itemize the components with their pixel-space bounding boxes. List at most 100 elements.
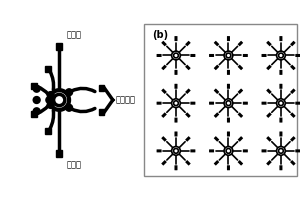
FancyBboxPatch shape	[279, 36, 282, 41]
FancyBboxPatch shape	[144, 24, 297, 176]
Polygon shape	[45, 66, 51, 72]
FancyBboxPatch shape	[290, 41, 295, 46]
Circle shape	[278, 148, 283, 153]
FancyBboxPatch shape	[185, 136, 191, 142]
FancyBboxPatch shape	[238, 160, 243, 166]
FancyBboxPatch shape	[214, 65, 219, 70]
FancyBboxPatch shape	[238, 136, 243, 142]
FancyBboxPatch shape	[227, 84, 230, 89]
FancyBboxPatch shape	[175, 36, 178, 41]
FancyBboxPatch shape	[175, 131, 178, 136]
FancyBboxPatch shape	[262, 149, 266, 152]
FancyBboxPatch shape	[279, 118, 282, 123]
Circle shape	[46, 97, 52, 103]
FancyBboxPatch shape	[157, 54, 162, 57]
Circle shape	[277, 99, 285, 108]
Circle shape	[277, 147, 285, 155]
Circle shape	[66, 89, 72, 95]
FancyBboxPatch shape	[243, 102, 248, 105]
FancyBboxPatch shape	[209, 149, 214, 152]
FancyBboxPatch shape	[243, 54, 248, 57]
FancyBboxPatch shape	[209, 102, 214, 105]
FancyBboxPatch shape	[175, 70, 178, 75]
FancyBboxPatch shape	[175, 118, 178, 123]
FancyBboxPatch shape	[157, 102, 162, 105]
FancyBboxPatch shape	[290, 65, 295, 70]
FancyBboxPatch shape	[161, 89, 167, 94]
FancyBboxPatch shape	[190, 102, 195, 105]
Circle shape	[174, 101, 178, 106]
Circle shape	[34, 86, 40, 92]
FancyBboxPatch shape	[185, 89, 191, 94]
FancyBboxPatch shape	[266, 41, 272, 46]
Circle shape	[172, 99, 180, 108]
FancyBboxPatch shape	[190, 54, 195, 57]
FancyBboxPatch shape	[266, 112, 272, 118]
Circle shape	[224, 99, 233, 108]
FancyBboxPatch shape	[161, 160, 167, 166]
Polygon shape	[99, 85, 104, 91]
Circle shape	[224, 147, 233, 155]
FancyBboxPatch shape	[238, 41, 243, 46]
FancyBboxPatch shape	[161, 112, 167, 118]
FancyBboxPatch shape	[161, 136, 167, 142]
Circle shape	[172, 147, 180, 155]
Text: 助电极: 助电极	[66, 160, 81, 169]
FancyBboxPatch shape	[227, 165, 230, 170]
Circle shape	[174, 53, 178, 58]
FancyBboxPatch shape	[161, 65, 167, 70]
FancyBboxPatch shape	[295, 102, 300, 105]
FancyBboxPatch shape	[290, 112, 295, 118]
FancyBboxPatch shape	[214, 160, 219, 166]
FancyBboxPatch shape	[238, 89, 243, 94]
Circle shape	[49, 90, 69, 110]
Text: 比电极: 比电极	[66, 31, 81, 40]
Circle shape	[48, 102, 54, 108]
FancyBboxPatch shape	[227, 118, 230, 123]
FancyBboxPatch shape	[262, 54, 266, 57]
Circle shape	[226, 53, 231, 58]
FancyBboxPatch shape	[214, 136, 219, 142]
FancyBboxPatch shape	[185, 65, 191, 70]
Circle shape	[54, 94, 65, 106]
Polygon shape	[45, 128, 51, 134]
Circle shape	[66, 105, 72, 111]
Circle shape	[278, 101, 283, 106]
Circle shape	[226, 148, 231, 153]
FancyBboxPatch shape	[161, 41, 167, 46]
Circle shape	[34, 97, 40, 103]
FancyBboxPatch shape	[185, 112, 191, 118]
FancyBboxPatch shape	[214, 41, 219, 46]
Circle shape	[48, 92, 54, 98]
FancyBboxPatch shape	[290, 160, 295, 166]
FancyBboxPatch shape	[227, 131, 230, 136]
FancyBboxPatch shape	[243, 149, 248, 152]
Circle shape	[34, 108, 40, 114]
FancyBboxPatch shape	[266, 136, 272, 142]
Circle shape	[224, 51, 233, 60]
FancyBboxPatch shape	[290, 89, 295, 94]
FancyBboxPatch shape	[227, 36, 230, 41]
Circle shape	[174, 148, 178, 153]
FancyBboxPatch shape	[190, 149, 195, 152]
FancyBboxPatch shape	[214, 112, 219, 118]
Polygon shape	[31, 83, 37, 89]
FancyBboxPatch shape	[185, 41, 191, 46]
Polygon shape	[56, 43, 62, 50]
FancyBboxPatch shape	[266, 65, 272, 70]
FancyBboxPatch shape	[209, 54, 214, 57]
Text: (b): (b)	[152, 30, 168, 40]
FancyBboxPatch shape	[262, 102, 266, 105]
FancyBboxPatch shape	[238, 65, 243, 70]
FancyBboxPatch shape	[238, 112, 243, 118]
FancyBboxPatch shape	[185, 160, 191, 166]
FancyBboxPatch shape	[214, 89, 219, 94]
FancyBboxPatch shape	[295, 54, 300, 57]
FancyBboxPatch shape	[279, 165, 282, 170]
FancyBboxPatch shape	[290, 136, 295, 142]
Circle shape	[172, 51, 180, 60]
FancyBboxPatch shape	[266, 89, 272, 94]
Polygon shape	[31, 111, 37, 117]
Polygon shape	[99, 109, 104, 115]
FancyBboxPatch shape	[175, 84, 178, 89]
